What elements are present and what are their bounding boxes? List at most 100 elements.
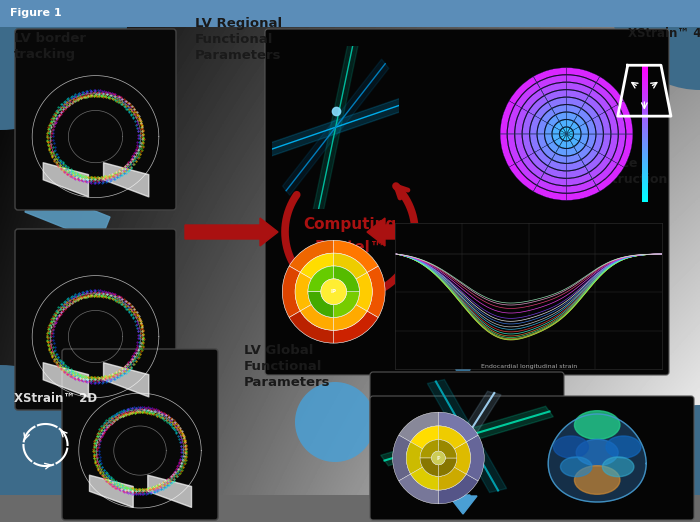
Wedge shape — [411, 467, 438, 490]
Wedge shape — [610, 405, 700, 495]
Wedge shape — [573, 134, 580, 141]
Polygon shape — [283, 59, 388, 195]
Wedge shape — [596, 164, 624, 192]
Wedge shape — [559, 120, 566, 127]
FancyBboxPatch shape — [62, 349, 218, 520]
Wedge shape — [580, 123, 588, 134]
Wedge shape — [420, 440, 438, 458]
Wedge shape — [556, 147, 566, 156]
Wedge shape — [566, 68, 600, 82]
Wedge shape — [574, 141, 585, 152]
FancyBboxPatch shape — [370, 396, 694, 520]
Wedge shape — [334, 266, 359, 292]
Wedge shape — [411, 426, 438, 449]
Wedge shape — [509, 164, 537, 192]
Polygon shape — [185, 218, 278, 246]
Wedge shape — [528, 152, 548, 172]
Polygon shape — [313, 39, 358, 216]
Wedge shape — [606, 108, 618, 134]
Wedge shape — [438, 412, 478, 442]
Wedge shape — [566, 112, 578, 121]
Text: LV Regional
Functional
Parameters: LV Regional Functional Parameters — [195, 17, 282, 62]
Wedge shape — [560, 134, 566, 137]
Circle shape — [575, 466, 620, 494]
Wedge shape — [466, 435, 484, 481]
Polygon shape — [433, 392, 501, 481]
Text: IP: IP — [330, 289, 337, 294]
Wedge shape — [508, 104, 522, 134]
Wedge shape — [545, 134, 554, 145]
Polygon shape — [267, 98, 405, 157]
Wedge shape — [522, 157, 544, 179]
Wedge shape — [537, 179, 566, 193]
Wedge shape — [566, 173, 592, 185]
Wedge shape — [548, 98, 566, 108]
Wedge shape — [438, 467, 466, 490]
Wedge shape — [554, 122, 563, 130]
Wedge shape — [561, 134, 566, 140]
Wedge shape — [566, 134, 570, 140]
Wedge shape — [573, 127, 580, 134]
Wedge shape — [554, 138, 563, 146]
Polygon shape — [548, 414, 646, 502]
Wedge shape — [548, 141, 559, 152]
Wedge shape — [356, 272, 372, 311]
Wedge shape — [515, 134, 528, 160]
Wedge shape — [393, 435, 411, 481]
Wedge shape — [598, 112, 610, 134]
Text: XStrain™ 2D: XStrain™ 2D — [14, 392, 97, 405]
Wedge shape — [578, 109, 592, 123]
Wedge shape — [566, 105, 581, 115]
Circle shape — [575, 411, 620, 440]
Wedge shape — [618, 134, 633, 167]
Wedge shape — [535, 149, 552, 165]
Wedge shape — [399, 474, 438, 504]
FancyBboxPatch shape — [15, 229, 176, 410]
Wedge shape — [566, 82, 592, 95]
Wedge shape — [538, 134, 547, 149]
Wedge shape — [566, 186, 600, 200]
Wedge shape — [321, 279, 346, 304]
Circle shape — [295, 382, 375, 462]
Text: IP: IP — [436, 456, 440, 460]
Wedge shape — [570, 122, 579, 130]
Polygon shape — [449, 347, 477, 370]
Wedge shape — [522, 89, 544, 112]
Text: Beutel™: Beutel™ — [314, 240, 386, 255]
Wedge shape — [548, 115, 559, 126]
Wedge shape — [566, 134, 573, 137]
Wedge shape — [566, 127, 570, 134]
Text: LV surface
reconstruction: LV surface reconstruction — [565, 157, 667, 186]
Wedge shape — [438, 440, 457, 458]
Wedge shape — [560, 130, 566, 134]
Wedge shape — [282, 266, 300, 317]
Wedge shape — [367, 266, 385, 317]
Wedge shape — [508, 134, 522, 163]
Wedge shape — [586, 120, 596, 134]
Wedge shape — [545, 123, 554, 134]
Wedge shape — [552, 153, 566, 163]
Wedge shape — [500, 134, 514, 167]
Wedge shape — [566, 75, 596, 89]
Circle shape — [561, 457, 592, 477]
Wedge shape — [530, 116, 540, 134]
Wedge shape — [541, 173, 566, 185]
Wedge shape — [289, 240, 334, 272]
Wedge shape — [454, 442, 470, 474]
Wedge shape — [438, 458, 457, 477]
Polygon shape — [25, 187, 110, 242]
Wedge shape — [586, 134, 596, 149]
Wedge shape — [406, 442, 423, 474]
Wedge shape — [500, 101, 514, 134]
Wedge shape — [295, 272, 312, 311]
Wedge shape — [566, 153, 581, 163]
Text: LV border
tracking: LV border tracking — [14, 32, 86, 61]
Wedge shape — [585, 96, 605, 115]
Circle shape — [554, 436, 589, 458]
FancyBboxPatch shape — [15, 29, 176, 210]
Wedge shape — [598, 134, 610, 156]
Wedge shape — [431, 451, 445, 465]
Wedge shape — [559, 140, 566, 148]
Wedge shape — [509, 77, 537, 104]
Bar — [0, 0, 700, 27]
